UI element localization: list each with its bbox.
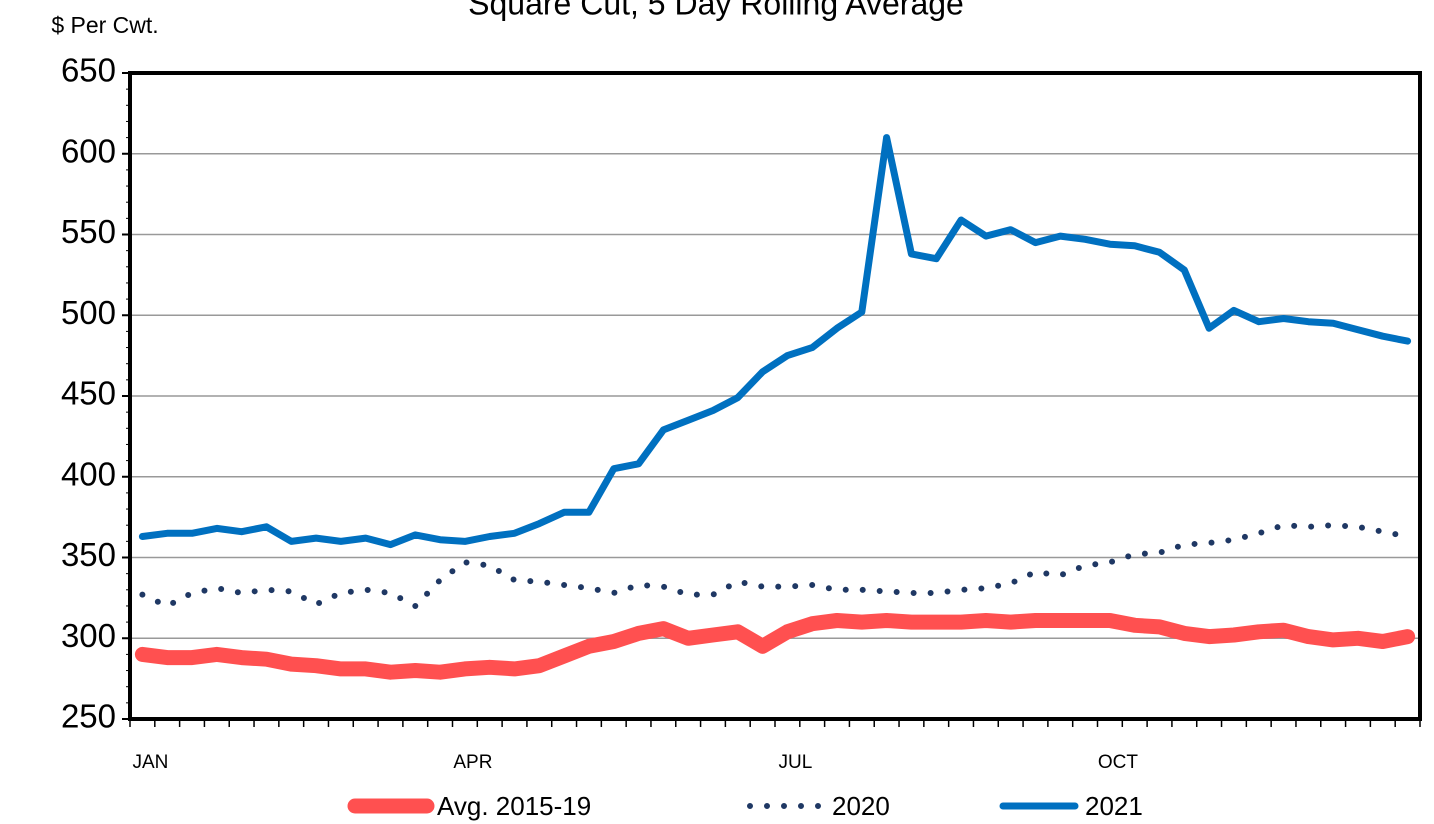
y-tick-label: 550 (61, 213, 116, 250)
y-tick-label: 300 (61, 617, 116, 654)
y-tick-label: 600 (61, 132, 116, 169)
y-tick-label: 450 (61, 375, 116, 412)
x-tick-label: JUL (779, 752, 813, 773)
x-tick-label: OCT (1098, 752, 1139, 773)
y-tick-label: 400 (61, 455, 116, 492)
x-tick-label: JAN (132, 752, 168, 773)
series-line (138, 134, 1412, 549)
legend-label: 2021 (1085, 791, 1143, 821)
plot-frame (128, 71, 1422, 721)
x-tick-label: APR (453, 752, 492, 773)
y-tick-label: 500 (61, 294, 116, 331)
y-tick-label: 350 (61, 536, 116, 573)
y-tick-label: 650 (61, 52, 116, 89)
legend-label: 2020 (832, 791, 890, 821)
chart-title: Square Cut, 5 Day Rolling Average (468, 0, 964, 21)
y-axis-title: $ Per Cwt. (51, 12, 158, 38)
legend-label: Avg. 2015-19 (437, 791, 591, 821)
series-line (134, 613, 1416, 680)
y-tick-label: 250 (61, 698, 116, 735)
series-line (139, 522, 1411, 609)
